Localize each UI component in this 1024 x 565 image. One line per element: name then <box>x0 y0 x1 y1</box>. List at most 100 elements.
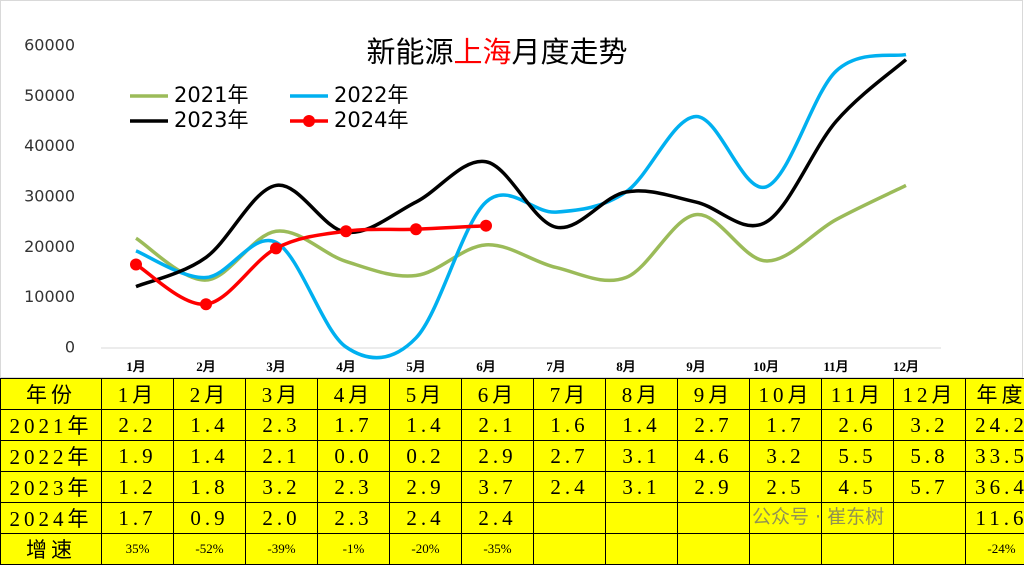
table-cell: 2.4 <box>462 503 534 534</box>
table-cell: 2.3 <box>246 410 318 441</box>
y-tick-label: 0 <box>65 338 75 357</box>
table-cell: 3.2 <box>246 472 318 503</box>
table-cell: 6月 <box>462 379 534 410</box>
x-tick-label: 11月 <box>823 359 848 374</box>
table-cell: 9月 <box>678 379 750 410</box>
table-cell: 3.2 <box>750 441 822 472</box>
legend-label: 2024年 <box>334 108 408 132</box>
table-cell: 3.1 <box>606 441 678 472</box>
table-cell: 5.8 <box>894 441 966 472</box>
table-cell: 1.4 <box>174 410 246 441</box>
x-tick-label: 8月 <box>616 359 636 374</box>
table-cell: 3.2 <box>894 410 966 441</box>
table-cell: 1.9 <box>102 441 174 472</box>
table-cell: 2.9 <box>462 441 534 472</box>
table-cell: 1.7 <box>102 503 174 534</box>
x-tick-label: 6月 <box>476 359 496 374</box>
x-tick-label: 12月 <box>893 359 919 374</box>
table-cell: 2.5 <box>750 472 822 503</box>
table-cell: 3.7 <box>462 472 534 503</box>
y-tick-label: 50000 <box>24 86 75 105</box>
table-cell: 2022年 <box>1 441 102 472</box>
table-cell: 2.7 <box>534 441 606 472</box>
table-cell: 36.4 <box>966 472 1024 503</box>
table-cell: 2.6 <box>822 410 894 441</box>
table-cell: 1.2 <box>102 472 174 503</box>
y-tick-label: 10000 <box>24 287 75 306</box>
table-cell: 5.5 <box>822 441 894 472</box>
chart: 新能源上海月度走势 010000200003000040000500006000… <box>0 0 1024 378</box>
table-cell: 年度 <box>966 379 1024 410</box>
table-cell: 3月 <box>246 379 318 410</box>
table-cell <box>678 503 750 534</box>
table-cell: 年份 <box>1 379 102 410</box>
table-cell: 2.4 <box>534 472 606 503</box>
table-cell <box>894 534 966 565</box>
x-tick-label: 3月 <box>266 359 286 374</box>
table-cell <box>606 534 678 565</box>
table-cell: 5.7 <box>894 472 966 503</box>
table-cell: -20% <box>390 534 462 565</box>
x-tick-label: 9月 <box>686 359 706 374</box>
chart-title: 新能源上海月度走势 <box>366 35 627 69</box>
table-cell: 2.3 <box>318 503 390 534</box>
legend-marker <box>303 115 315 127</box>
table-cell: 1.4 <box>174 441 246 472</box>
table-cell <box>606 503 678 534</box>
table-cell: 2023年 <box>1 472 102 503</box>
table-cell: 7月 <box>534 379 606 410</box>
series-marker <box>270 242 282 254</box>
table-cell: 10月 <box>750 379 822 410</box>
title-part: 新能源 <box>366 35 453 69</box>
series-marker <box>340 225 352 237</box>
x-tick-label: 1月 <box>126 359 146 374</box>
y-tick-label: 30000 <box>24 187 75 206</box>
series-marker <box>200 298 212 310</box>
table-cell: 2.9 <box>678 472 750 503</box>
table-cell: 2.9 <box>390 472 462 503</box>
x-tick-label: 4月 <box>336 359 356 374</box>
table-cell <box>678 534 750 565</box>
table-cell: 3.1 <box>606 472 678 503</box>
table-cell: 2月 <box>174 379 246 410</box>
table-cell: 2.1 <box>246 441 318 472</box>
x-tick-label: 10月 <box>753 359 779 374</box>
table-cell: 8月 <box>606 379 678 410</box>
table-cell <box>822 534 894 565</box>
table-cell: 1.6 <box>534 410 606 441</box>
table-cell: 1.8 <box>174 472 246 503</box>
legend-label: 2021年 <box>174 83 248 107</box>
table-cell: 11月 <box>822 379 894 410</box>
table-cell: 33.5 <box>966 441 1024 472</box>
table-cell: 2.7 <box>678 410 750 441</box>
y-tick-label: 40000 <box>24 136 75 155</box>
table-cell <box>534 534 606 565</box>
table-cell: 2.0 <box>246 503 318 534</box>
table-cell: 24.2 <box>966 410 1024 441</box>
table-cell: 2024年 <box>1 503 102 534</box>
table-cell: 0.9 <box>174 503 246 534</box>
table-cell: 4月 <box>318 379 390 410</box>
table-cell: 35% <box>102 534 174 565</box>
table-cell: 1月 <box>102 379 174 410</box>
y-tick-label: 20000 <box>24 237 75 256</box>
title-part: 上海 <box>453 35 511 69</box>
table-cell: 2.4 <box>390 503 462 534</box>
table-cell: 2.1 <box>462 410 534 441</box>
table-cell: -39% <box>246 534 318 565</box>
table-cell: 2021年 <box>1 410 102 441</box>
x-tick-label: 5月 <box>406 359 426 374</box>
table-cell: 0.2 <box>390 441 462 472</box>
table-cell <box>750 534 822 565</box>
table-cell: 1.7 <box>750 410 822 441</box>
table-cell: 11.6 <box>966 503 1024 534</box>
watermark: 公众号 · 崔东树 <box>752 502 884 529</box>
table-cell: 4.5 <box>822 472 894 503</box>
table-cell: 2.2 <box>102 410 174 441</box>
legend-label: 2022年 <box>334 83 408 107</box>
table-cell: 12月 <box>894 379 966 410</box>
